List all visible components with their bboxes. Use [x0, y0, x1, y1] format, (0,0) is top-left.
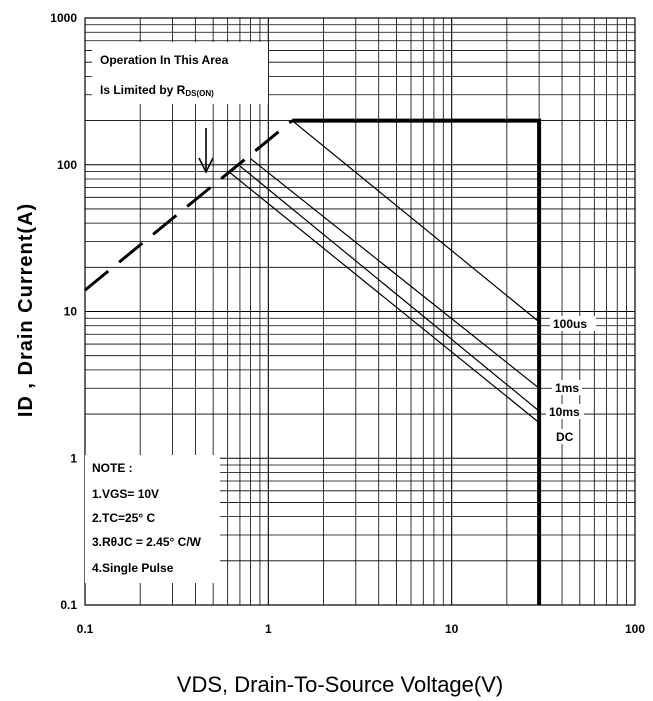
x-tick-label: 10	[445, 622, 459, 636]
y-tick-label: 0.1	[60, 598, 77, 612]
down-arrow-icon	[199, 128, 213, 172]
rds-limit-line	[85, 121, 292, 291]
rds-annotation-line1: Operation In This Area	[100, 53, 229, 67]
series-labels: 100us 1ms 10ms DC	[546, 316, 596, 444]
note-item: 4.Single Pulse	[92, 561, 174, 575]
series-line-1ms	[251, 159, 539, 389]
x-tick-label: 100	[625, 622, 645, 636]
series-label-1ms: 1ms	[555, 381, 579, 395]
x-tick-label: 1	[265, 622, 272, 636]
note-item: 2.TC=25° C	[92, 511, 155, 525]
y-tick-label: 10	[64, 305, 78, 319]
note-item: 1.VGS= 10V	[92, 487, 159, 501]
notes-title: NOTE :	[92, 461, 133, 475]
x-tick-label: 0.1	[77, 622, 94, 636]
y-tick-label: 100	[57, 158, 77, 172]
y-tick-label: 1000	[50, 11, 77, 25]
note-item: 3.RθJC = 2.45° C/W	[92, 535, 202, 549]
series-line-DC	[230, 173, 539, 423]
y-axis-label: ID , Drain Current(A)	[15, 203, 37, 417]
package-limit-line	[292, 121, 539, 605]
y-tick-label: 1	[70, 451, 77, 465]
series-label-100us: 100us	[553, 317, 587, 331]
series-label-10ms: 10ms	[549, 405, 580, 419]
series-line-10ms	[240, 166, 539, 411]
x-axis-label: VDS, Drain-To-Source Voltage(V)	[177, 672, 503, 697]
series-label-DC: DC	[556, 430, 574, 444]
